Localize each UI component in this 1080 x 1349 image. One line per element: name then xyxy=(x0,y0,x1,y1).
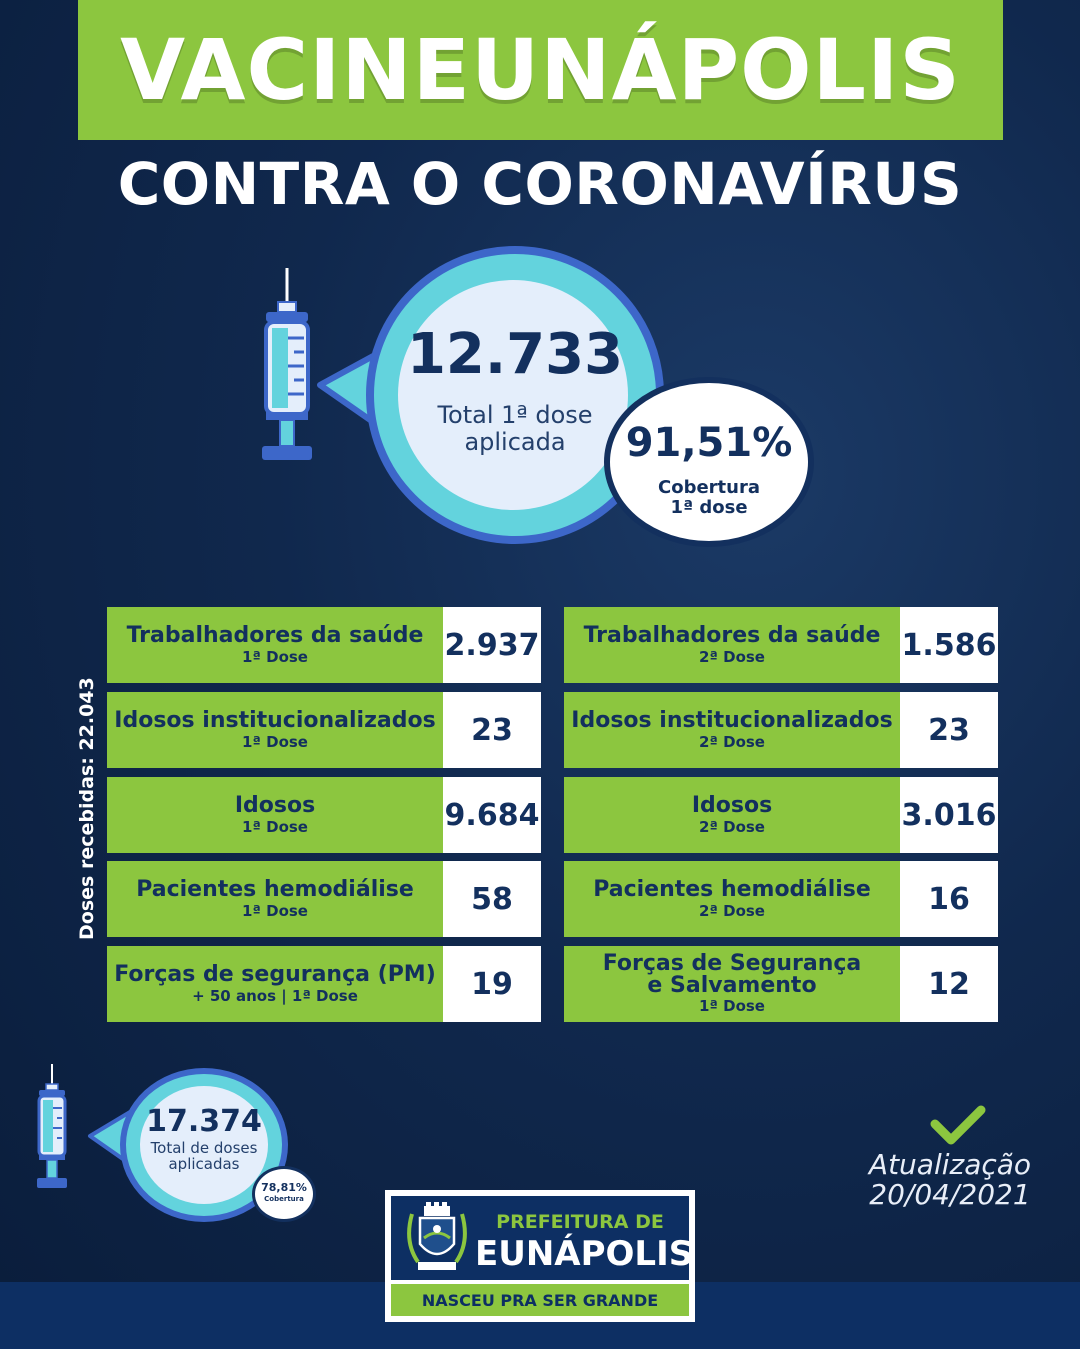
coverage-circle xyxy=(604,377,814,547)
table-row: Trabalhadores da saúde 2ª Dose 1.586 xyxy=(564,607,998,683)
syringe-icon xyxy=(262,268,312,460)
update-label: Atualização xyxy=(868,1148,1032,1181)
row-label: Forças de segurança (PM) + 50 anos | 1ª … xyxy=(107,946,443,1022)
row-name-line1: Forças de Segurança xyxy=(602,951,862,976)
coverage-label-line2: 1ª dose xyxy=(670,497,748,518)
row-name: Idosos xyxy=(691,793,773,818)
first-dose-bubble-inner xyxy=(398,280,628,510)
row-name: Pacientes hemodiálise xyxy=(593,877,871,902)
table-row: Forças de segurança (PM) + 50 anos | 1ª … xyxy=(107,946,541,1022)
table-row: Idosos institucionalizados 1ª Dose 23 xyxy=(107,692,541,768)
update-date: 20/04/2021 xyxy=(869,1178,1031,1211)
page-subtitle: CONTRA O CORONAVÍRUS xyxy=(117,150,963,218)
row-dose: 1ª Dose xyxy=(242,902,308,920)
logo-city: EUNÁPOLIS xyxy=(475,1234,694,1274)
row-dose: 2ª Dose xyxy=(699,902,765,920)
row-label: Idosos institucionalizados 1ª Dose xyxy=(107,692,443,768)
total-doses-bubble-inner xyxy=(140,1086,268,1204)
row-value: 12 xyxy=(900,946,998,1022)
first-dose-label-line1: Total 1ª dose xyxy=(437,401,593,429)
coverage-label: Cobertura 1ª dose xyxy=(600,478,818,518)
row-name: Pacientes hemodiálise xyxy=(136,877,414,902)
table-row: Forças de Segurança e Salvamento 1ª Dose… xyxy=(564,946,998,1022)
row-label: Idosos 1ª Dose xyxy=(107,777,443,853)
total-doses-label: Total de doses aplicadas xyxy=(120,1140,288,1172)
total-coverage-label: Cobertura xyxy=(264,1195,304,1203)
update-info: Atualização 20/04/2021 xyxy=(840,1150,1060,1210)
row-label: Idosos 2ª Dose xyxy=(564,777,900,853)
total-doses-label-line2: aplicadas xyxy=(168,1155,240,1173)
syringe-icon xyxy=(37,1064,67,1188)
row-value: 2.937 xyxy=(443,607,541,683)
total-coverage-value: 78,81% xyxy=(261,1181,307,1194)
total-doses-value: 17.374 xyxy=(146,1104,262,1139)
row-name: Idosos xyxy=(234,793,316,818)
row-dose: 1ª Dose xyxy=(242,818,308,836)
row-value: 16 xyxy=(900,861,998,937)
coverage-value: 91,51% xyxy=(625,420,793,466)
logo-slogan: NASCEU PRA SER GRANDE xyxy=(391,1284,689,1316)
row-label: Trabalhadores da saúde 1ª Dose xyxy=(107,607,443,683)
row-dose: 2ª Dose xyxy=(699,648,765,666)
row-label: Pacientes hemodiálise 1ª Dose xyxy=(107,861,443,937)
row-name: Idosos institucionalizados xyxy=(571,708,893,733)
row-dose: 2ª Dose xyxy=(699,733,765,751)
row-dose: 1ª Dose xyxy=(242,648,308,666)
row-value: 23 xyxy=(900,692,998,768)
coat-of-arms-icon xyxy=(407,1202,467,1270)
row-value: 19 xyxy=(443,946,541,1022)
row-label: Pacientes hemodiálise 2ª Dose xyxy=(564,861,900,937)
table-row: Trabalhadores da saúde 1ª Dose 2.937 xyxy=(107,607,541,683)
table-row: Pacientes hemodiálise 1ª Dose 58 xyxy=(107,861,541,937)
coverage-label-line1: Cobertura xyxy=(658,477,760,498)
row-dose: 2ª Dose xyxy=(699,818,765,836)
row-label: Trabalhadores da saúde 2ª Dose xyxy=(564,607,900,683)
logo-prefeitura: PREFEITURA DE xyxy=(496,1211,664,1233)
check-icon xyxy=(930,1105,986,1145)
row-dose: 1ª Dose xyxy=(242,733,308,751)
row-dose: 1ª Dose xyxy=(699,997,765,1015)
total-coverage-circle xyxy=(252,1166,316,1222)
row-name: Idosos institucionalizados xyxy=(114,708,436,733)
table-row: Idosos 1ª Dose 9.684 xyxy=(107,777,541,853)
page-title: VACINEUNÁPOLIS xyxy=(120,21,961,119)
total-doses-label-line1: Total de doses xyxy=(150,1139,258,1157)
row-name-line2: e Salvamento xyxy=(647,973,817,998)
row-name: Forças de segurança (PM) xyxy=(114,962,436,987)
row-dose: + 50 anos | 1ª Dose xyxy=(192,987,358,1005)
row-label: Forças de Segurança e Salvamento 1ª Dose xyxy=(564,946,900,1022)
first-dose-total: 12.733 xyxy=(406,322,624,387)
row-value: 58 xyxy=(443,861,541,937)
row-name: Trabalhadores da saúde xyxy=(126,623,424,648)
row-name: Trabalhadores da saúde xyxy=(583,623,881,648)
row-value: 9.684 xyxy=(443,777,541,853)
row-value: 23 xyxy=(443,692,541,768)
title-banner: VACINEUNÁPOLIS xyxy=(78,0,1003,140)
table-row: Pacientes hemodiálise 2ª Dose 16 xyxy=(564,861,998,937)
table-row: Idosos 2ª Dose 3.016 xyxy=(564,777,998,853)
row-value: 1.586 xyxy=(900,607,998,683)
first-dose-label-line2: aplicada xyxy=(464,428,566,456)
row-label: Idosos institucionalizados 2ª Dose xyxy=(564,692,900,768)
first-dose-total-label: Total 1ª dose aplicada xyxy=(366,402,664,456)
doses-received-label: Doses recebidas: 22.043 xyxy=(76,677,98,940)
table-row: Idosos institucionalizados 2ª Dose 23 xyxy=(564,692,998,768)
row-value: 3.016 xyxy=(900,777,998,853)
